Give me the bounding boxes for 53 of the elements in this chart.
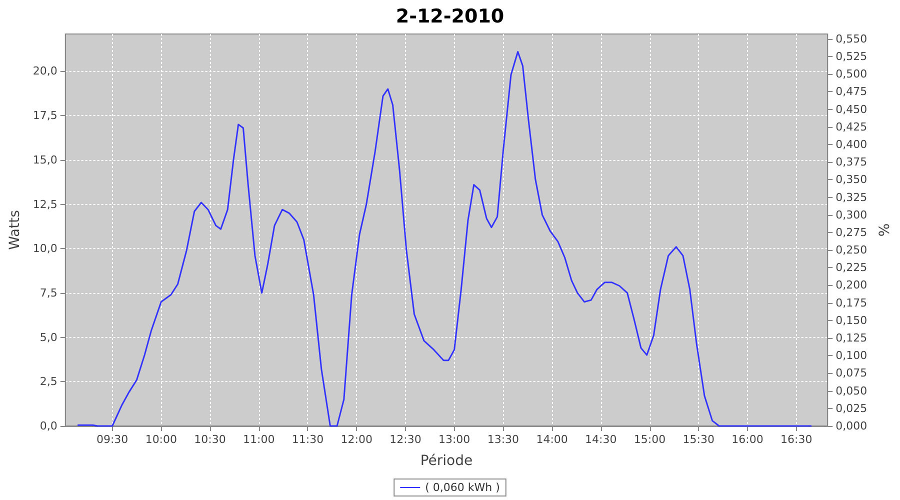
y2-tick-label: 0,175: [836, 296, 868, 310]
y-tick-label: 5,0: [40, 330, 58, 344]
y-tick-label: 20,0: [32, 64, 58, 78]
y-tick-label: 7,5: [40, 286, 58, 300]
y2-tick-label: 0,200: [836, 278, 868, 292]
y-tick-label: 12,5: [32, 198, 58, 211]
y2-tick-label: 0,400: [836, 138, 868, 151]
y2-tick-label: 0,125: [836, 332, 868, 345]
y2-tick-label: 0,000: [836, 420, 868, 432]
y2-tick-label: 0,050: [836, 384, 868, 398]
x-tick-label: 15:00: [634, 433, 666, 446]
y2-axis-title: %: [877, 223, 893, 237]
y2-tick-label: 0,300: [836, 208, 868, 222]
x-tick-label: 11:00: [243, 433, 275, 446]
x-tick-label: 13:00: [438, 433, 470, 446]
y2-tick-label: 0,075: [836, 366, 868, 380]
y2-tick-label: 0,475: [836, 85, 868, 98]
x-tick-label: 12:30: [390, 433, 422, 446]
y-tick-label: 15,0: [32, 153, 58, 166]
x-tick-label: 14:00: [536, 433, 568, 446]
x-tick-label: 16:00: [732, 433, 764, 446]
y2-tick-label: 0,525: [836, 50, 868, 64]
y2-tick-label: 0,500: [836, 68, 868, 81]
y-tick-label: 10,0: [32, 242, 58, 256]
x-axis-title: Période: [420, 453, 473, 469]
y-tick-label: 0,0: [40, 420, 58, 432]
y2-tick-label: 0,425: [836, 120, 868, 134]
y2-tick-label: 0,325: [836, 190, 868, 204]
x-tick-label: 11:30: [292, 433, 324, 446]
y2-tick-label: 0,275: [836, 226, 868, 239]
legend-label: ( 0,060 kWh ): [425, 481, 500, 494]
x-tick-label: 16:30: [780, 433, 812, 446]
y2-tick-label: 0,025: [836, 402, 868, 415]
x-tick-label: 13:30: [487, 433, 520, 446]
y-tick-label: 2,5: [40, 375, 58, 388]
y2-tick-label: 0,375: [836, 156, 868, 169]
x-tick-label: 12:00: [340, 433, 372, 446]
x-tick-label: 10:00: [145, 433, 178, 446]
y2-tick-label: 0,350: [836, 173, 868, 186]
line-series: [77, 50, 812, 427]
x-tick-label: 15:30: [682, 433, 714, 446]
y-axis-title: Watts: [7, 210, 23, 250]
x-tick-label: 14:30: [585, 433, 617, 446]
y2-tick-label: 0,250: [836, 244, 868, 257]
y2-tick-label: 0,550: [836, 32, 868, 46]
y2-tick-label: 0,100: [836, 349, 868, 362]
y2-tick-label: 0,225: [836, 261, 868, 274]
x-tick-label: 09:30: [96, 433, 128, 446]
y-tick-label: 17,5: [32, 109, 58, 122]
x-tick-label: 10:30: [194, 433, 226, 446]
y2-tick-label: 0,450: [836, 102, 868, 116]
y2-tick-label: 0,150: [836, 314, 868, 327]
chart-title: 2-12-2010: [396, 6, 504, 28]
